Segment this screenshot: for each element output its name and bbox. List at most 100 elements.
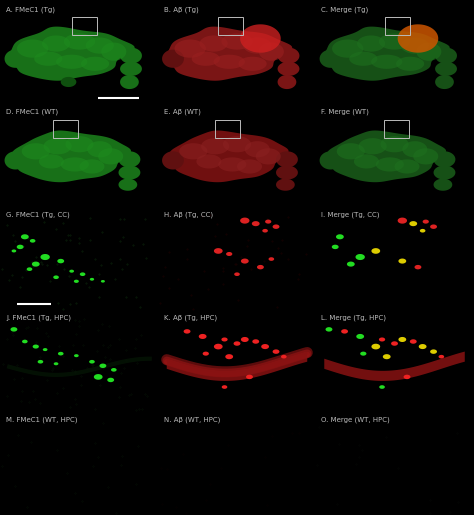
Polygon shape xyxy=(21,234,29,239)
Polygon shape xyxy=(80,272,85,276)
Polygon shape xyxy=(379,337,385,341)
Polygon shape xyxy=(269,257,274,261)
Polygon shape xyxy=(419,344,427,349)
Polygon shape xyxy=(22,143,50,159)
Polygon shape xyxy=(347,262,355,267)
Polygon shape xyxy=(262,229,268,233)
Polygon shape xyxy=(376,158,404,171)
Polygon shape xyxy=(379,33,410,49)
Polygon shape xyxy=(337,143,365,159)
Polygon shape xyxy=(53,276,59,279)
Polygon shape xyxy=(162,151,184,169)
Polygon shape xyxy=(319,49,341,68)
Polygon shape xyxy=(98,148,123,164)
Polygon shape xyxy=(237,159,262,174)
Text: B. Aβ (Tg): B. Aβ (Tg) xyxy=(164,6,199,13)
Polygon shape xyxy=(22,340,27,344)
Polygon shape xyxy=(246,375,253,379)
Polygon shape xyxy=(383,354,391,359)
Polygon shape xyxy=(120,62,142,76)
Text: M. FMeC1 (WT, HPC): M. FMeC1 (WT, HPC) xyxy=(6,417,78,423)
Polygon shape xyxy=(336,234,344,239)
Polygon shape xyxy=(30,239,36,243)
Polygon shape xyxy=(226,252,232,256)
Polygon shape xyxy=(434,179,452,191)
Polygon shape xyxy=(167,352,307,381)
Bar xyxy=(215,120,240,138)
Polygon shape xyxy=(240,217,249,224)
Polygon shape xyxy=(199,334,207,339)
Polygon shape xyxy=(65,136,93,152)
Polygon shape xyxy=(64,33,95,49)
Polygon shape xyxy=(214,344,223,349)
Polygon shape xyxy=(423,219,429,224)
Polygon shape xyxy=(401,38,429,54)
Polygon shape xyxy=(34,52,62,66)
Polygon shape xyxy=(252,339,259,344)
Polygon shape xyxy=(399,259,406,264)
Polygon shape xyxy=(252,221,260,226)
Polygon shape xyxy=(120,47,142,64)
Polygon shape xyxy=(398,217,407,224)
Polygon shape xyxy=(118,179,137,191)
Polygon shape xyxy=(27,267,32,271)
Polygon shape xyxy=(257,265,264,269)
Polygon shape xyxy=(80,159,104,174)
Polygon shape xyxy=(179,143,207,159)
Text: K. Aβ (Tg, HPC): K. Aβ (Tg, HPC) xyxy=(164,314,217,321)
Polygon shape xyxy=(398,24,438,53)
Polygon shape xyxy=(278,75,296,89)
Polygon shape xyxy=(10,327,18,332)
Polygon shape xyxy=(234,341,240,346)
Polygon shape xyxy=(183,329,191,334)
Polygon shape xyxy=(111,368,117,372)
Polygon shape xyxy=(420,229,426,233)
Polygon shape xyxy=(273,225,280,229)
Polygon shape xyxy=(402,141,427,158)
Polygon shape xyxy=(11,249,16,252)
Polygon shape xyxy=(81,57,109,71)
Polygon shape xyxy=(101,43,126,61)
Text: G. FMeC1 (Tg, CC): G. FMeC1 (Tg, CC) xyxy=(6,212,70,218)
Polygon shape xyxy=(259,43,284,61)
Polygon shape xyxy=(120,75,139,89)
Polygon shape xyxy=(434,165,456,180)
Polygon shape xyxy=(33,345,39,349)
Polygon shape xyxy=(87,141,112,158)
Polygon shape xyxy=(174,40,206,58)
Polygon shape xyxy=(74,280,79,283)
Polygon shape xyxy=(57,259,64,263)
Polygon shape xyxy=(356,334,364,339)
Polygon shape xyxy=(118,151,140,167)
Polygon shape xyxy=(394,159,419,174)
Polygon shape xyxy=(200,36,228,52)
Polygon shape xyxy=(435,62,457,76)
Polygon shape xyxy=(203,352,209,356)
Polygon shape xyxy=(240,24,281,53)
Polygon shape xyxy=(372,248,380,254)
Polygon shape xyxy=(58,352,64,355)
Polygon shape xyxy=(276,179,295,191)
Polygon shape xyxy=(430,349,437,354)
Polygon shape xyxy=(416,43,441,61)
Polygon shape xyxy=(191,52,220,66)
Polygon shape xyxy=(5,151,27,169)
Text: A. FMeC1 (Tg): A. FMeC1 (Tg) xyxy=(6,6,55,13)
Polygon shape xyxy=(326,327,332,332)
Polygon shape xyxy=(17,40,48,58)
Polygon shape xyxy=(324,27,450,81)
Polygon shape xyxy=(356,254,365,260)
Polygon shape xyxy=(328,130,446,182)
Polygon shape xyxy=(360,352,366,356)
Polygon shape xyxy=(372,344,380,349)
Polygon shape xyxy=(396,57,424,71)
Polygon shape xyxy=(86,38,114,54)
Polygon shape xyxy=(225,354,233,359)
Polygon shape xyxy=(69,270,74,273)
Text: L. Merge (Tg, HPC): L. Merge (Tg, HPC) xyxy=(321,314,386,321)
Polygon shape xyxy=(89,360,95,364)
Text: J. FMeC1 (Tg, HPC): J. FMeC1 (Tg, HPC) xyxy=(6,314,71,321)
Polygon shape xyxy=(319,151,341,169)
Polygon shape xyxy=(196,154,221,168)
Text: I. Merge (Tg, CC): I. Merge (Tg, CC) xyxy=(321,212,380,218)
